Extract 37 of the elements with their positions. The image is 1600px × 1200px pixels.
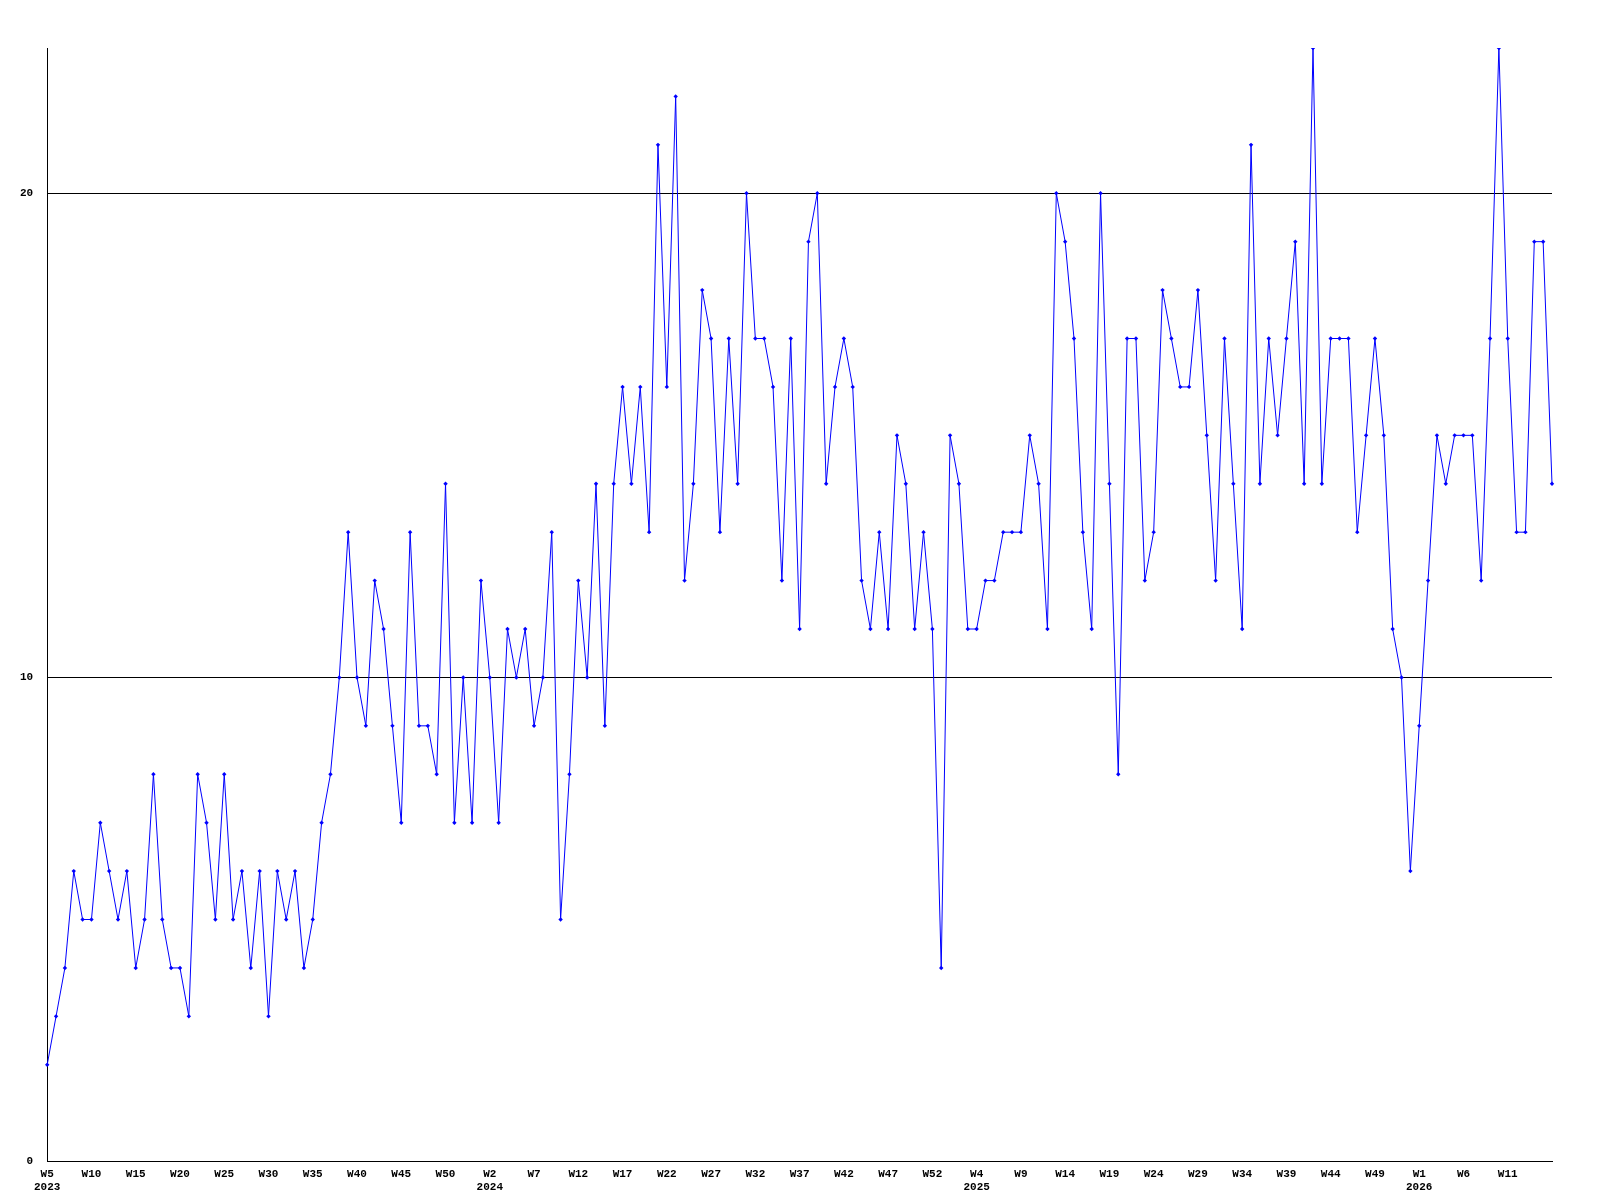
y-tick-label: 0 (26, 1155, 34, 1168)
x-tick-label: W20 (170, 1167, 190, 1180)
x-tick-label: W42 (833, 1167, 854, 1180)
x-tick-label: W22 (656, 1167, 677, 1180)
x-tick-label: W47 (878, 1167, 899, 1180)
x-tick-label: W15 (125, 1167, 147, 1180)
x-tick-label: W1 2026 (1406, 1167, 1433, 1194)
x-tick-label: W19 (1099, 1167, 1120, 1180)
x-tick-label: W25 (214, 1167, 235, 1180)
x-tick-label: W50 (435, 1167, 456, 1180)
x-tick-label: W35 (302, 1167, 324, 1180)
x-tick-label: W45 (391, 1167, 412, 1180)
x-tick-label: W24 (1143, 1167, 1164, 1180)
x-tick-label: W29 (1188, 1167, 1208, 1180)
x-tick-label: W49 (1365, 1167, 1385, 1180)
x-tick-label: W27 (701, 1167, 721, 1180)
x-tick-label: W12 (568, 1167, 589, 1180)
x-tick-label: W34 (1232, 1167, 1253, 1180)
x-tick-label: W14 (1055, 1167, 1076, 1180)
x-tick-label: W32 (745, 1167, 766, 1180)
x-tick-label: W17 (612, 1167, 633, 1180)
x-tick-label: W2 2024 (476, 1167, 504, 1194)
x-tick-label: W10 (81, 1167, 102, 1180)
y-tick-label: 20 (20, 187, 34, 200)
x-tick-label: W4 2025 (963, 1167, 991, 1194)
x-tick-label: W30 (258, 1167, 279, 1180)
x-tick-label: W44 (1320, 1167, 1341, 1180)
x-tick-label: W52 (922, 1167, 943, 1180)
y-tick-label: 10 (20, 671, 34, 684)
x-tick-label: W39 (1276, 1167, 1297, 1180)
x-tick-label: W37 (789, 1167, 810, 1180)
x-tick-label: W6 (1456, 1167, 1471, 1180)
x-tick-label: W40 (347, 1167, 367, 1180)
x-tick-label: W7 (527, 1167, 541, 1180)
x-tick-label: W9 (1014, 1167, 1028, 1180)
x-tick-label: W11 (1497, 1167, 1519, 1180)
x-tick-label: W5 2023 (34, 1167, 61, 1194)
